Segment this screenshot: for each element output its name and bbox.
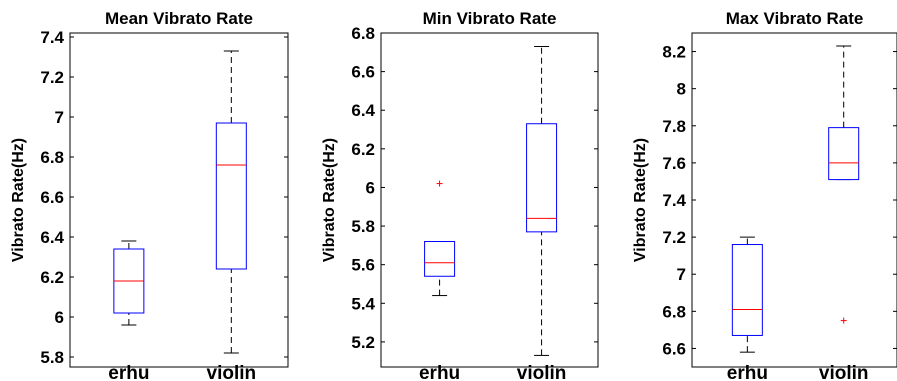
chart-panel-1: Mean Vibrato Rate Vibrato Rate(Hz) 5.8 6 6.2… (10, 9, 289, 381)
iqr-box (215, 122, 247, 270)
x-tick-label-erhu: erhu (727, 363, 768, 381)
y-tick-label: 7.4 (40, 28, 64, 47)
y-tick-label: 7 (55, 108, 64, 127)
x-tick-label-violin: violin (207, 363, 257, 381)
outlier-marker (436, 180, 443, 187)
y-tick-label: 6.6 (351, 63, 375, 82)
y-tick-label: 5.2 (351, 333, 375, 352)
y-tick-label: 6.6 (40, 188, 64, 207)
y-tick-label: 6.8 (40, 148, 64, 167)
x-tick-label-violin: violin (517, 363, 567, 381)
y-tick-label: 5.4 (351, 294, 375, 313)
x-tick-label-erhu: erhu (419, 363, 460, 381)
box-violin (215, 50, 247, 354)
box-erhu (424, 180, 456, 297)
y-tick-label: 7.2 (40, 68, 64, 87)
y-tick-label: 6.6 (662, 339, 686, 358)
y-axis-label: Vibrato Rate(Hz) (632, 138, 649, 262)
iqr-box (828, 127, 860, 181)
y-tick-label: 7.8 (662, 117, 686, 136)
y-tick-label: 6.4 (351, 101, 375, 120)
y-tick-label: 7 (677, 265, 686, 284)
y-tick-label: 6 (366, 178, 375, 197)
iqr-box (526, 123, 558, 233)
y-tick-label: 7.4 (662, 191, 686, 210)
y-tick-label: 7.6 (662, 154, 686, 173)
chart-panel-3: Max Vibrato Rate Vibrato Rate(Hz) 6.6 6.8 7 7… (632, 9, 897, 381)
box-erhu (731, 236, 763, 353)
chart-title: Max Vibrato Rate (726, 9, 864, 28)
chart-panel-2: Min Vibrato Rate Vibrato Rate(Hz) 5.2 5.4 5.… (321, 9, 599, 381)
x-tick-label-erhu: erhu (108, 363, 149, 381)
y-tick-label: 6 (55, 308, 64, 327)
axes-frame (69, 32, 289, 368)
chart-title: Mean Vibrato Rate (105, 9, 253, 28)
y-axis-label: Vibrato Rate(Hz) (321, 138, 338, 262)
iqr-box (424, 241, 456, 277)
box-erhu (113, 240, 145, 326)
box-violin (828, 45, 860, 324)
y-tick-label: 8.2 (662, 43, 686, 62)
y-tick-label: 6.4 (40, 228, 64, 247)
box-violin (526, 46, 558, 356)
y-tick-label: 5.8 (40, 348, 64, 367)
x-tick-label-violin: violin (819, 363, 869, 381)
axes-frame (380, 32, 599, 368)
y-tick-label: 5.8 (351, 217, 375, 236)
y-tick-label: 6.8 (662, 302, 686, 321)
axes-frame (691, 32, 897, 368)
y-tick-label: 8 (677, 80, 686, 99)
y-tick-label: 7.2 (662, 228, 686, 247)
outlier-marker (840, 317, 847, 324)
y-tick-label: 5.6 (351, 256, 375, 275)
y-tick-label: 6.2 (40, 268, 64, 287)
chart-title: Min Vibrato Rate (423, 9, 557, 28)
y-tick-label: 6.8 (351, 24, 375, 43)
iqr-box (731, 244, 763, 336)
y-tick-label: 6.2 (351, 140, 375, 159)
y-axis-label: Vibrato Rate(Hz) (10, 138, 27, 262)
